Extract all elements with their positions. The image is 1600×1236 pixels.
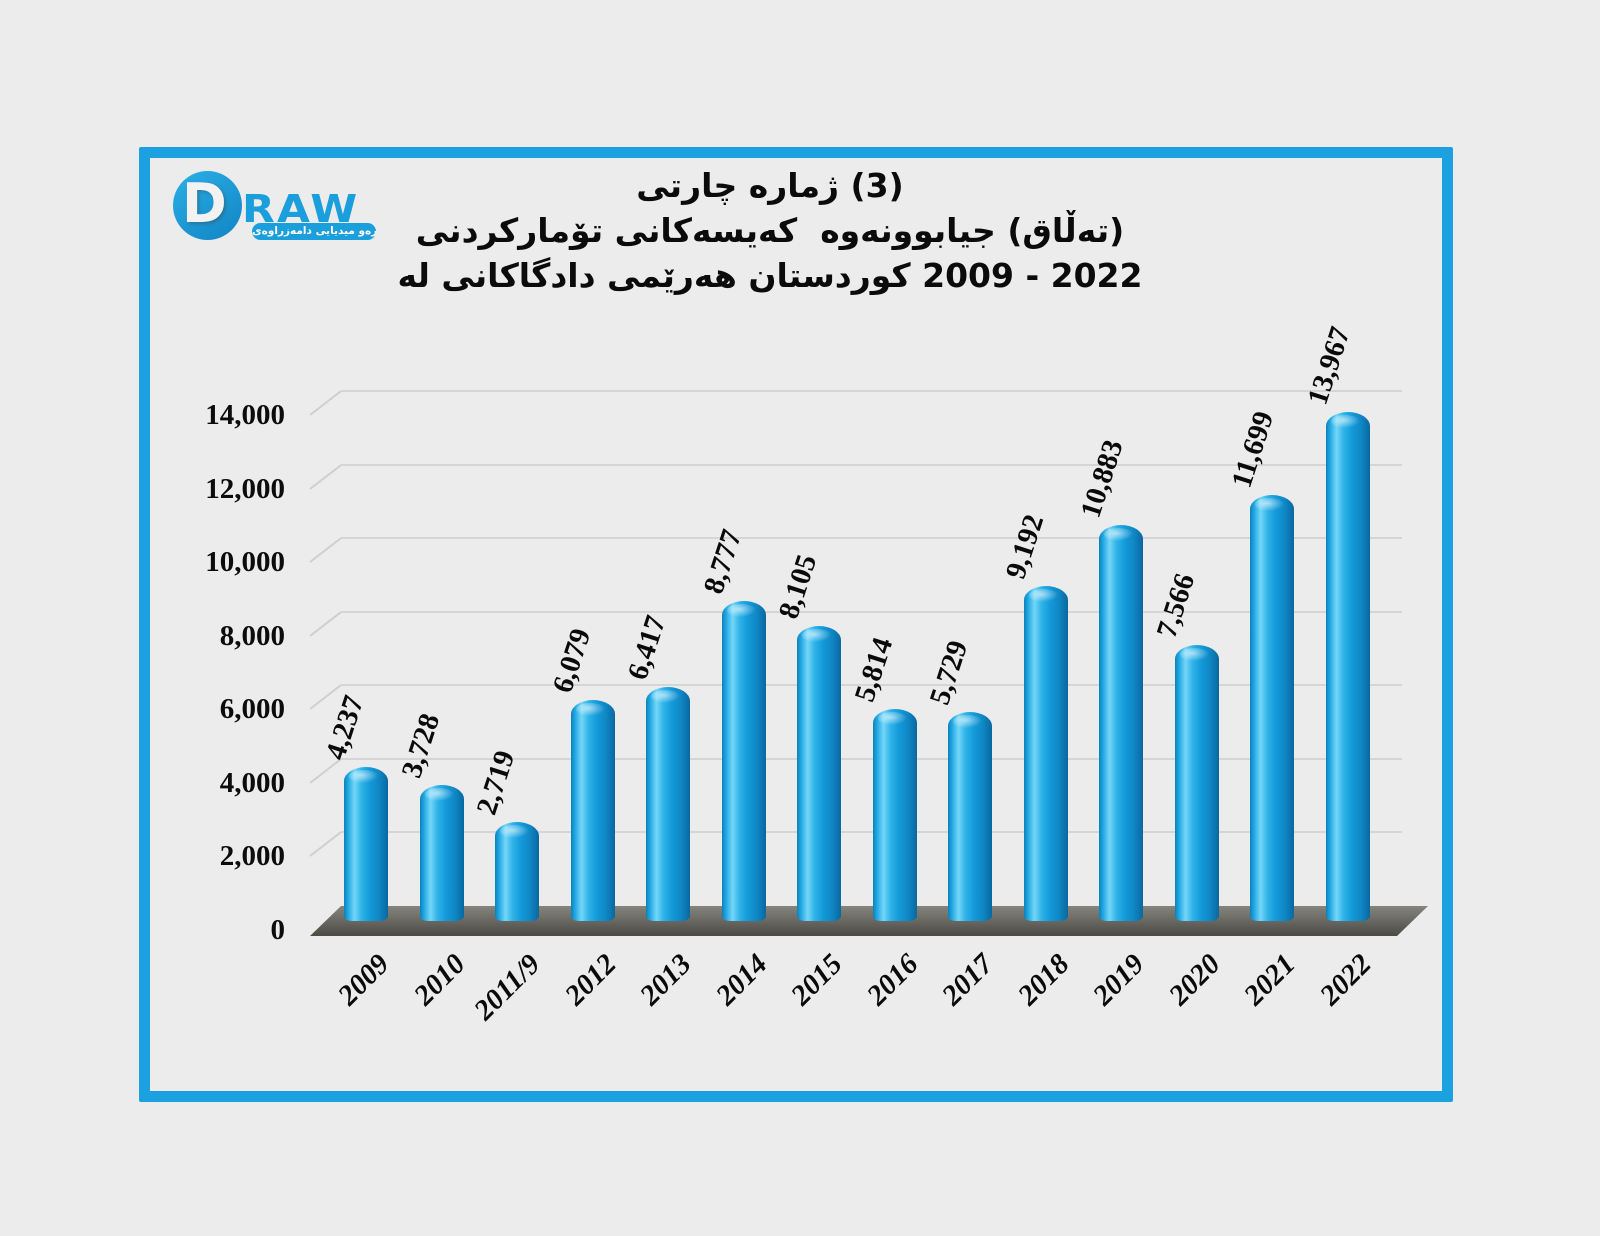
x-axis-label: 2019	[1086, 948, 1151, 1012]
bar	[495, 821, 539, 921]
draw-logo-circle-icon: D	[173, 171, 242, 240]
chart-title: چارتی‎ ژماره‎ (3) تۆمارکردنی‎ کەیسەکانی‎…	[390, 163, 1150, 298]
y-axis-tick-label: 14,000	[205, 399, 285, 431]
chart-title-line1: چارتی‎ ژماره‎ (3)	[636, 166, 904, 205]
x-axis-label: 2013	[633, 948, 698, 1012]
bar-value-label: 3,728	[395, 709, 446, 782]
gridline	[341, 610, 1402, 613]
x-axis-label: 2009	[331, 948, 396, 1012]
bar	[721, 601, 766, 921]
x-axis-label: 2010	[407, 948, 472, 1012]
y-axis-tick-label: 4,000	[219, 766, 285, 799]
bar-cap-highlight	[500, 824, 529, 838]
bar-value-label: 7,566	[1150, 570, 1201, 643]
axis-depth-tick	[309, 537, 342, 563]
bar-cap-highlight	[349, 769, 378, 783]
bar-cap-highlight	[1028, 589, 1058, 603]
x-axis-label: 2018	[1011, 948, 1076, 1012]
bar-value-label: 9,192	[999, 510, 1050, 583]
bar	[419, 785, 464, 921]
axis-depth-tick	[309, 831, 342, 858]
x-axis-label: 2011/9	[468, 948, 547, 1027]
bar	[646, 687, 690, 921]
y-axis-tick-label: 0	[270, 914, 286, 946]
bar-value-label: 5,729	[923, 637, 975, 709]
chart-title-line3: له‎ دادگاکانی‎ هەرێمی‎ کوردستان‎ 2009 - …	[397, 256, 1143, 295]
bar	[797, 625, 841, 921]
gridline	[341, 757, 1402, 760]
draw-logo-banner: دامەزراوەی‎ میدیایی‎ درەو	[252, 223, 376, 240]
bar	[344, 766, 388, 921]
bar	[872, 709, 917, 921]
gridline	[341, 537, 1402, 540]
bar-value-label: 6,417	[621, 611, 673, 684]
gridline	[341, 684, 1402, 687]
bar-value-label: 10,883	[1074, 435, 1130, 522]
x-axis-label: 2021	[1237, 948, 1302, 1012]
bar	[1174, 645, 1219, 921]
bar	[1250, 494, 1294, 921]
bar	[1325, 412, 1370, 921]
bar-cap-highlight	[953, 715, 982, 729]
bar-cap-highlight	[1104, 527, 1133, 541]
bar-cap-highlight	[802, 628, 831, 642]
bar-cap-highlight	[726, 604, 756, 618]
gridline	[341, 463, 1402, 466]
bar-value-label: 5,814	[848, 633, 899, 706]
draw-media-logo: D RAW دامەزراوەی‎ میدیایی‎ درەو	[173, 171, 403, 253]
x-axis-label: 2015	[784, 948, 849, 1012]
bar-value-label: 13,967	[1301, 323, 1357, 409]
bar	[1099, 524, 1143, 921]
bar-cap-highlight	[424, 788, 454, 802]
y-axis-tick-label: 2,000	[219, 840, 285, 873]
y-axis-tick-label: 12,000	[205, 472, 285, 505]
axis-depth-tick	[309, 758, 342, 784]
x-axis-label: 2020	[1162, 948, 1227, 1012]
chart-title-line2: تۆمارکردنی‎ کەیسەکانی‎ جیابوونەوە‎ (تەڵا…	[415, 211, 1125, 250]
x-axis-label: 2017	[935, 948, 1000, 1012]
bar-cap-highlight	[1179, 648, 1209, 662]
bar-value-label: 4,237	[319, 691, 371, 764]
axis-depth-tick	[309, 611, 342, 637]
y-axis-tick-label: 6,000	[219, 693, 285, 726]
bar	[570, 699, 615, 921]
gridline	[341, 831, 1402, 834]
axis-depth-tick	[309, 390, 342, 416]
bar-cap-highlight	[651, 690, 680, 704]
axis-depth-tick	[309, 463, 342, 490]
y-axis-tick-label: 10,000	[205, 546, 285, 579]
bar	[948, 712, 992, 921]
bar-cap-highlight	[575, 702, 605, 716]
bar-value-label: 11,699	[1225, 407, 1281, 492]
bar-cap-highlight	[1255, 497, 1284, 511]
bar	[1023, 586, 1068, 921]
bar-cap-highlight	[1330, 415, 1360, 429]
bar-cap-highlight	[877, 712, 907, 726]
chart-frame-border	[139, 147, 1453, 1102]
draw-logo-d-letter: D	[182, 172, 227, 235]
y-axis-tick-label: 8,000	[219, 619, 285, 652]
x-axis-label: 2014	[709, 948, 774, 1012]
x-axis-label: 2016	[860, 948, 925, 1012]
gridline	[341, 390, 1402, 392]
x-axis-label: 2022	[1313, 948, 1378, 1012]
x-axis-label: 2012	[558, 948, 623, 1012]
